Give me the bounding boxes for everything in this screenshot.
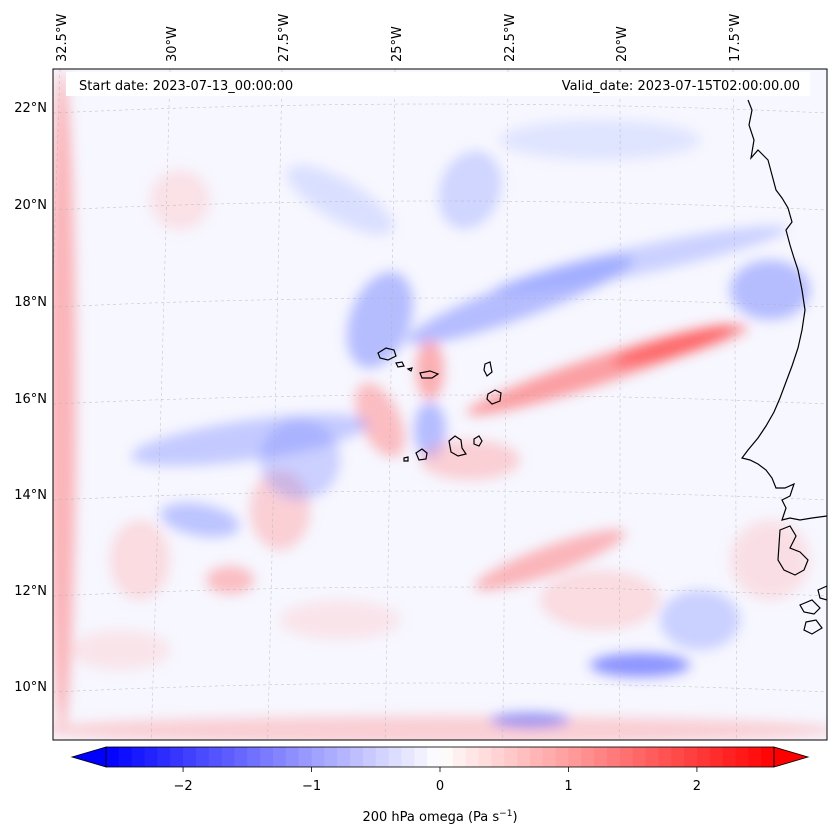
lat-tick-label: 16°N	[14, 392, 47, 407]
start-date-label: Start date: 2023-07-13_00:00:00	[79, 79, 293, 94]
coastline	[377, 99, 827, 635]
lat-tick-label: 22°N	[14, 101, 47, 116]
header-band	[66, 72, 810, 96]
colorbar-label: 200 hPa omega (Pa s−1)	[362, 809, 517, 825]
map-frame	[52, 68, 828, 741]
island-santo-antao	[377, 347, 397, 361]
colorbar-tick-label: 0	[436, 779, 444, 794]
latitude-labels: 22°N 20°N 18°N 16°N 14°N 12°N 10°N	[14, 101, 47, 695]
colorbar-tick-label: −1	[302, 779, 321, 794]
colorbar-tick-label: 2	[693, 779, 701, 794]
island-sal	[483, 361, 493, 377]
island-fogo	[415, 448, 428, 461]
lon-tick-label: 32.5°W	[55, 14, 70, 62]
island-boa-vista	[486, 389, 502, 405]
lat-tick-label: 12°N	[14, 584, 47, 599]
lon-tick-label: 25°W	[390, 26, 405, 62]
lat-tick-label: 20°N	[14, 198, 47, 213]
island-brava	[403, 456, 409, 462]
island-santa-luzia	[406, 367, 413, 372]
graticule	[53, 69, 827, 740]
colorbar: −2 −1 0 1 2 200 hPa omega (Pa s−1)	[70, 746, 810, 825]
valid-date-label: Valid_date: 2023-07-15T02:00:00.00	[562, 79, 800, 94]
island-maio	[473, 435, 483, 447]
coast-islands-1	[799, 599, 821, 615]
lon-tick-label: 30°W	[165, 26, 180, 62]
lon-tick-label: 27.5°W	[277, 14, 292, 62]
island-santiago	[448, 435, 467, 457]
island-sao-nicolau	[419, 370, 440, 379]
coast-islands-2	[803, 619, 823, 635]
omega-field	[53, 70, 827, 740]
coast-islands-3	[817, 585, 827, 601]
lat-tick-label: 14°N	[14, 488, 47, 503]
colorbar-tick-label: −2	[173, 779, 192, 794]
coast-guinea-bissau	[777, 525, 809, 576]
lon-tick-label: 22.5°W	[503, 14, 518, 62]
colorbar-extend-right	[773, 746, 810, 768]
lat-tick-label: 10°N	[14, 680, 47, 695]
lon-tick-label: 20°W	[615, 26, 630, 62]
longitude-labels: 32.5°W 30°W 27.5°W 25°W 22.5°W 20°W 17.5°W	[55, 14, 743, 62]
colorbar-tick-label: 1	[564, 779, 572, 794]
african-coastline	[740, 99, 827, 521]
lon-tick-label: 17.5°W	[728, 14, 743, 62]
lat-tick-label: 18°N	[14, 295, 47, 310]
colorbar-extend-left	[70, 746, 107, 768]
island-sao-vicente	[395, 361, 405, 368]
